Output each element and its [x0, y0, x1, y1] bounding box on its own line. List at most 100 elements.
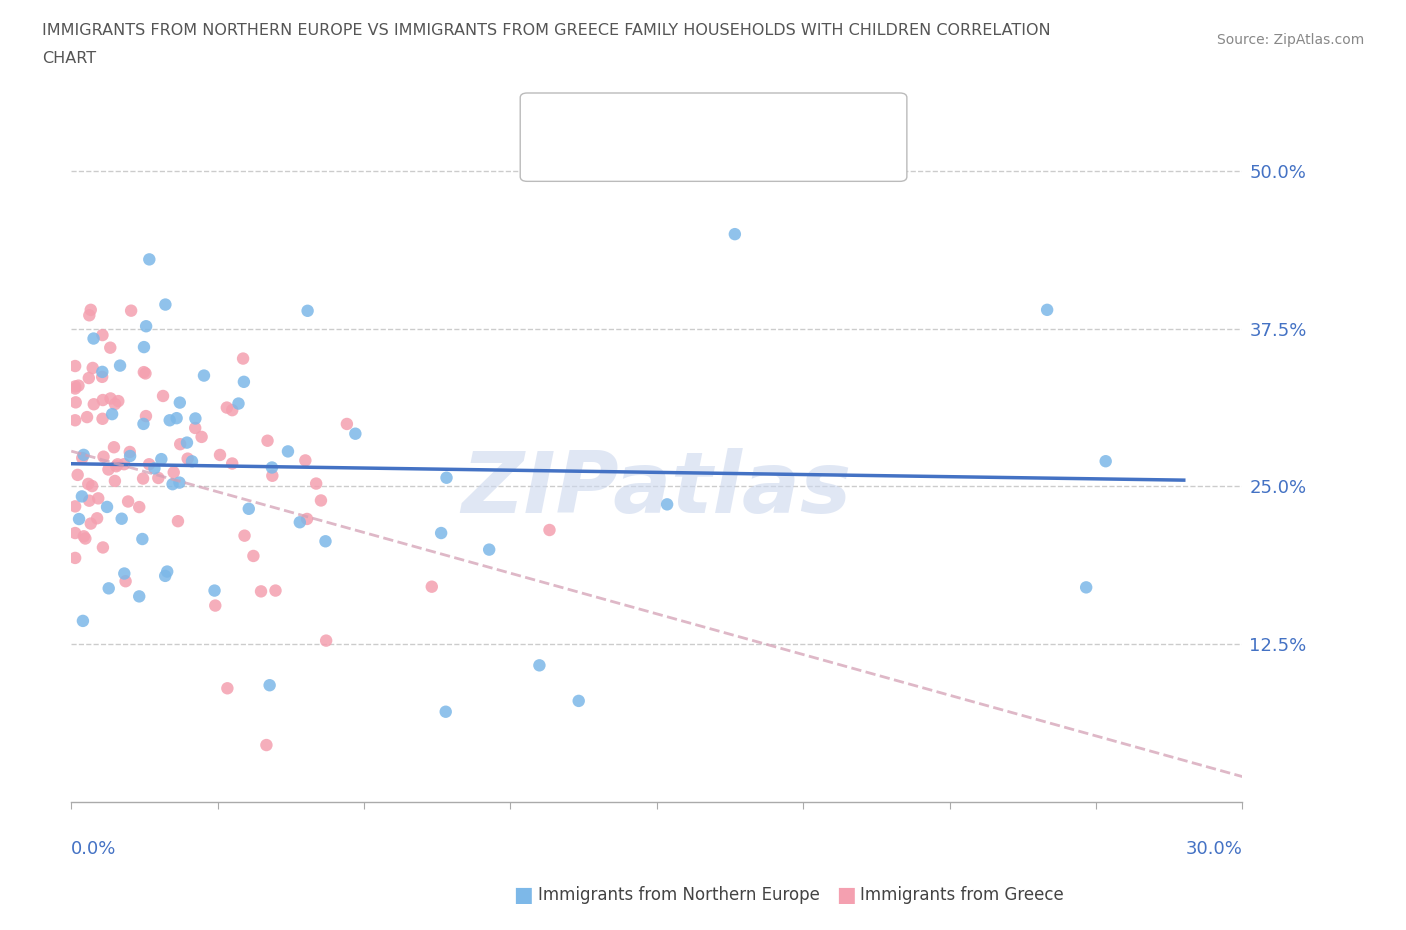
Point	[103, 440, 125, 455]
Point	[117, 494, 139, 509]
Point	[295, 512, 318, 526]
Point	[181, 454, 204, 469]
Point	[82, 479, 104, 494]
Point	[478, 542, 501, 557]
Point	[138, 252, 160, 267]
Point	[104, 396, 127, 411]
Point	[83, 331, 105, 346]
Point	[568, 694, 591, 709]
Point	[86, 511, 108, 525]
Point	[132, 417, 155, 432]
Point	[436, 471, 458, 485]
Point	[162, 477, 184, 492]
Point	[63, 498, 86, 513]
Point	[228, 396, 250, 411]
Point	[97, 581, 120, 596]
Point	[63, 525, 86, 540]
Point	[82, 361, 104, 376]
Point	[66, 468, 89, 483]
Point	[131, 532, 153, 547]
Point	[120, 448, 142, 463]
Point	[112, 566, 135, 581]
Point	[91, 369, 114, 384]
Text: R = -0.039   N = 55: R = -0.039 N = 55	[567, 107, 730, 126]
Point	[297, 303, 319, 318]
Point	[193, 368, 215, 383]
Point	[75, 531, 97, 546]
Point	[242, 549, 264, 564]
Point	[184, 411, 207, 426]
Point	[262, 469, 284, 484]
Text: ■: ■	[513, 884, 533, 905]
Point	[135, 319, 157, 334]
Point	[101, 406, 124, 421]
Point	[76, 409, 98, 424]
Point	[128, 589, 150, 604]
Point	[128, 499, 150, 514]
Point	[232, 375, 254, 390]
Point	[79, 308, 101, 323]
Point	[120, 303, 142, 318]
Text: ■: ■	[546, 143, 565, 164]
Point	[138, 457, 160, 472]
Point	[204, 583, 226, 598]
Point	[156, 565, 179, 579]
Point	[315, 534, 337, 549]
Text: Source: ZipAtlas.com: Source: ZipAtlas.com	[1216, 33, 1364, 46]
Point	[72, 450, 94, 465]
Point	[77, 476, 100, 491]
Point	[221, 456, 243, 471]
Point	[67, 512, 90, 526]
Point	[70, 489, 93, 504]
Point	[153, 568, 176, 583]
Point	[107, 393, 129, 408]
Text: ZIPatlas: ZIPatlas	[461, 448, 852, 531]
Point	[80, 516, 103, 531]
Text: Immigrants from Northern Europe: Immigrants from Northern Europe	[538, 885, 820, 904]
Point	[277, 444, 299, 458]
Point	[91, 327, 114, 342]
Point	[67, 379, 90, 393]
Point	[1094, 454, 1116, 469]
Point	[163, 465, 186, 480]
Point	[132, 339, 155, 354]
Point	[111, 512, 134, 526]
Point	[152, 389, 174, 404]
Point	[430, 525, 453, 540]
Point	[107, 457, 129, 472]
Point	[1036, 302, 1059, 317]
Point	[83, 397, 105, 412]
Point	[72, 447, 94, 462]
Point	[91, 365, 114, 379]
Point	[420, 579, 443, 594]
Point	[104, 473, 127, 488]
Point	[91, 411, 114, 426]
Point	[184, 420, 207, 435]
Point	[93, 449, 115, 464]
Point	[288, 515, 311, 530]
Point	[72, 614, 94, 629]
Point	[169, 437, 191, 452]
Point	[155, 297, 177, 312]
Point	[233, 528, 256, 543]
Point	[63, 551, 86, 565]
Point	[294, 453, 316, 468]
Point	[63, 359, 86, 374]
Point	[215, 400, 238, 415]
Point	[97, 462, 120, 477]
Point	[1076, 580, 1098, 595]
Point	[87, 491, 110, 506]
Point	[434, 704, 457, 719]
Point	[167, 513, 190, 528]
Point	[159, 413, 181, 428]
Point	[80, 302, 103, 317]
Point	[108, 358, 131, 373]
Point	[260, 460, 283, 475]
Point	[315, 633, 337, 648]
Point	[105, 458, 128, 473]
Point	[96, 499, 118, 514]
Text: Immigrants from Greece: Immigrants from Greece	[860, 885, 1064, 904]
Point	[336, 417, 359, 432]
Point	[217, 681, 239, 696]
Point	[114, 574, 136, 589]
